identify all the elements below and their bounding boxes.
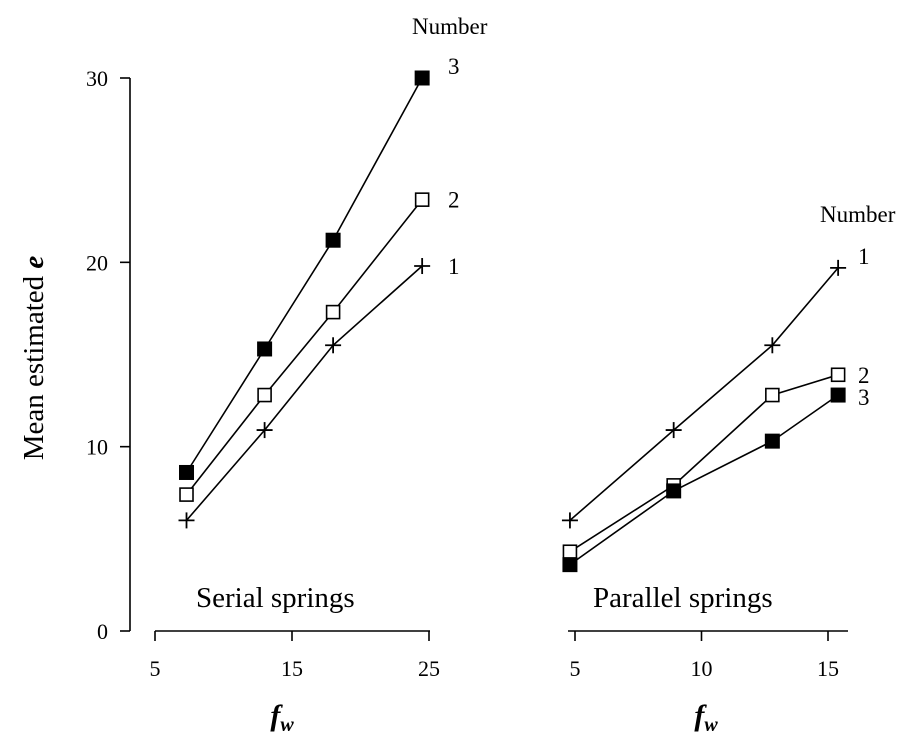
x-tick-label: 25 — [418, 656, 440, 681]
series-label-1: 1 — [858, 244, 870, 269]
x-ticks-parallel: 5 10 15 — [570, 631, 839, 681]
data-point-open-square — [414, 192, 430, 207]
x-tick-label: 10 — [691, 656, 713, 681]
series-label-2: 2 — [448, 188, 460, 213]
y-tick-label: 0 — [97, 619, 108, 644]
data-point-filled-square — [325, 232, 341, 248]
data-point-plus — [414, 258, 431, 275]
series-label-3: 3 — [448, 54, 460, 79]
legend-title-parallel: Number — [820, 202, 896, 227]
y-axis-label: Mean estimated e — [18, 256, 50, 461]
data-point-filled-square — [830, 387, 846, 403]
data-point-plus — [830, 259, 847, 276]
data-point-plus — [178, 512, 195, 529]
panel-title-parallel: Parallel springs — [593, 582, 773, 614]
data-point-open-square — [562, 544, 578, 560]
data-point-open-square — [179, 487, 194, 502]
y-tick-label: 20 — [86, 250, 108, 275]
y-tick-label: 30 — [86, 66, 108, 91]
data-point-filled-square — [414, 70, 430, 86]
series-label-2: 2 — [858, 363, 870, 388]
x-tick-label: 5 — [570, 656, 581, 681]
x-ticks-serial: 5 15 25 — [150, 631, 440, 681]
data-point-plus — [325, 337, 342, 354]
x-axis-label-parallel: fw — [694, 699, 718, 736]
parallel-springs-panel: 5 10 15 1 23 Parallel springs Number fw — [561, 202, 896, 736]
data-point-filled-square — [257, 341, 273, 357]
y-ticks: 0 10 20 30 — [86, 66, 130, 644]
data-point-plus — [256, 422, 273, 439]
data-point-open-square — [257, 387, 272, 403]
data-point-open-square — [765, 387, 780, 403]
data-point-plus — [561, 512, 578, 529]
data-point-filled-square — [562, 557, 578, 573]
series-group-parallel: 1 23 — [561, 244, 870, 573]
series-label-1: 1 — [448, 254, 460, 279]
series-line-1 — [569, 267, 839, 522]
legend-title-serial: Number — [412, 14, 488, 39]
data-point-open-square — [325, 304, 341, 320]
data-point-open-square — [830, 367, 846, 383]
data-point-filled-square — [179, 464, 195, 480]
series-line-2 — [185, 199, 423, 496]
x-axis-label-serial: fw — [270, 699, 294, 736]
series-line-1 — [185, 265, 423, 521]
series-label-3: 3 — [858, 385, 870, 410]
data-point-filled-square — [666, 483, 682, 499]
series-group-serial: 1 2 3 — [178, 54, 460, 529]
series-line-3 — [569, 394, 839, 566]
data-point-plus — [764, 337, 781, 354]
panel-title-serial: Serial springs — [196, 582, 355, 614]
x-tick-label: 15 — [817, 656, 839, 681]
data-point-plus — [665, 422, 682, 439]
series-line-2 — [569, 374, 839, 553]
series-line-3 — [185, 77, 423, 473]
x-tick-label: 5 — [150, 656, 161, 681]
data-point-filled-square — [764, 433, 780, 449]
y-tick-label: 10 — [86, 435, 108, 460]
x-tick-label: 15 — [281, 656, 303, 681]
